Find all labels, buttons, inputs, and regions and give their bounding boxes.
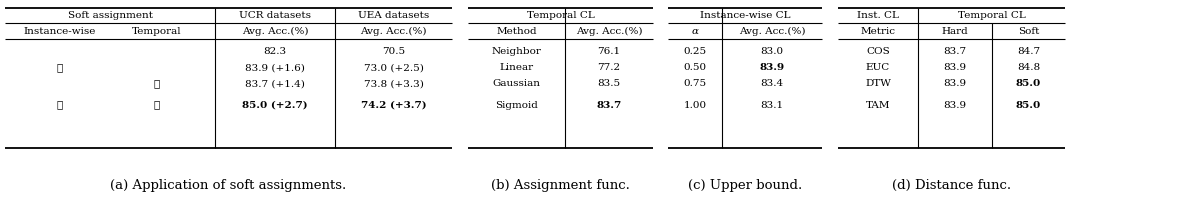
Text: 85.0: 85.0 [1016, 79, 1041, 88]
Text: 1.00: 1.00 [683, 101, 707, 109]
Text: 85.0 (+2.7): 85.0 (+2.7) [243, 101, 308, 109]
Text: Avg. Acc.(%): Avg. Acc.(%) [575, 26, 642, 36]
Text: Temporal CL: Temporal CL [958, 11, 1025, 20]
Text: 74.2 (+3.7): 74.2 (+3.7) [361, 101, 426, 109]
Text: ✓: ✓ [154, 101, 160, 109]
Text: (d) Distance func.: (d) Distance func. [892, 178, 1011, 191]
Text: 83.4: 83.4 [760, 79, 784, 88]
Text: 84.7: 84.7 [1017, 47, 1040, 56]
Text: 83.9 (+1.6): 83.9 (+1.6) [245, 63, 305, 72]
Text: 82.3: 82.3 [263, 47, 287, 56]
Text: 77.2: 77.2 [598, 63, 620, 72]
Text: Metric: Metric [861, 26, 895, 36]
Text: 84.8: 84.8 [1017, 63, 1040, 72]
Text: 0.75: 0.75 [683, 79, 707, 88]
Text: UEA datasets: UEA datasets [358, 11, 429, 20]
Text: 0.50: 0.50 [683, 63, 707, 72]
Text: 85.0: 85.0 [1016, 101, 1041, 109]
Text: ✓: ✓ [154, 79, 160, 88]
Text: Instance-wise: Instance-wise [24, 26, 96, 36]
Text: TAM: TAM [866, 101, 890, 109]
Text: 73.8 (+3.3): 73.8 (+3.3) [363, 79, 424, 88]
Text: COS: COS [867, 47, 890, 56]
Text: Avg. Acc.(%): Avg. Acc.(%) [739, 26, 805, 36]
Text: 83.9: 83.9 [944, 63, 966, 72]
Text: (b) Assignment func.: (b) Assignment func. [491, 178, 630, 191]
Text: Soft: Soft [1018, 26, 1040, 36]
Text: Temporal: Temporal [133, 26, 182, 36]
Text: 83.7: 83.7 [597, 101, 622, 109]
Text: DTW: DTW [866, 79, 890, 88]
Text: α: α [691, 26, 699, 36]
Text: Sigmoid: Sigmoid [495, 101, 538, 109]
Text: 76.1: 76.1 [598, 47, 620, 56]
Text: 83.9: 83.9 [944, 79, 966, 88]
Text: 73.0 (+2.5): 73.0 (+2.5) [363, 63, 424, 72]
Text: 83.7 (+1.4): 83.7 (+1.4) [245, 79, 305, 88]
Text: 70.5: 70.5 [382, 47, 405, 56]
Text: ✓: ✓ [57, 63, 63, 72]
Text: UCR datasets: UCR datasets [239, 11, 311, 20]
Text: 83.7: 83.7 [944, 47, 966, 56]
Text: Avg. Acc.(%): Avg. Acc.(%) [242, 26, 308, 36]
Text: 83.9: 83.9 [759, 63, 785, 72]
Text: Soft assignment: Soft assignment [67, 11, 153, 20]
Text: Neighbor: Neighbor [491, 47, 541, 56]
Text: Temporal CL: Temporal CL [527, 11, 594, 20]
Text: Instance-wise CL: Instance-wise CL [700, 11, 790, 20]
Text: 83.9: 83.9 [944, 101, 966, 109]
Text: (c) Upper bound.: (c) Upper bound. [688, 178, 802, 191]
Text: Inst. CL: Inst. CL [857, 11, 899, 20]
Text: 83.0: 83.0 [760, 47, 784, 56]
Text: EUC: EUC [866, 63, 890, 72]
Text: 83.5: 83.5 [598, 79, 620, 88]
Text: Linear: Linear [500, 63, 534, 72]
Text: Method: Method [496, 26, 536, 36]
Text: 0.25: 0.25 [683, 47, 707, 56]
Text: 83.1: 83.1 [760, 101, 784, 109]
Text: Gaussian: Gaussian [493, 79, 541, 88]
Text: Hard: Hard [941, 26, 969, 36]
Text: Avg. Acc.(%): Avg. Acc.(%) [360, 26, 426, 36]
Text: ✓: ✓ [57, 101, 63, 109]
Text: (a) Application of soft assignments.: (a) Application of soft assignments. [110, 178, 347, 191]
